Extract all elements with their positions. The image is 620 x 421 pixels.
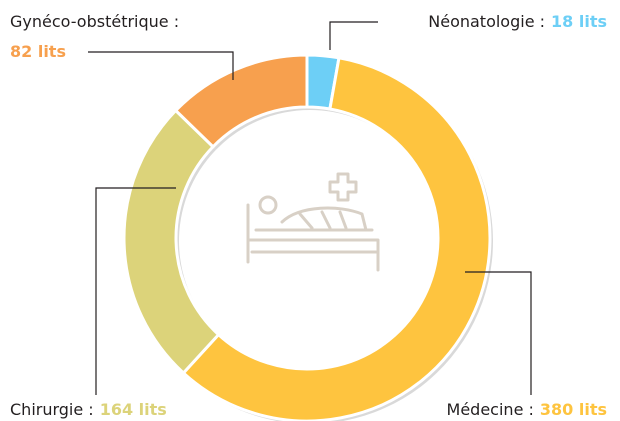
category-label: Médecine : (447, 400, 534, 419)
segment (122, 108, 221, 376)
segment (173, 53, 309, 149)
leader-line (88, 51, 234, 80)
segment-label: Chirurgie : 164 lits (10, 400, 167, 419)
value-label: 82 lits (10, 42, 66, 61)
leader-line (95, 187, 176, 395)
value-label: 164 lits (100, 400, 167, 419)
value-label: 18 lits (551, 12, 607, 31)
segment-label: Néonatologie : 18 lits (428, 12, 607, 31)
segment (181, 56, 492, 421)
category-label: Néonatologie : (428, 12, 545, 31)
leader-line (465, 271, 532, 395)
leader-line (329, 21, 378, 50)
value-label: 380 lits (540, 400, 607, 419)
segment-label: Gynéco-obstétrique : 82 lits (10, 12, 179, 61)
category-label: Chirurgie : (10, 400, 94, 419)
segment-label: Médecine : 380 lits (447, 400, 607, 419)
bed-icon (246, 172, 380, 272)
category-label: Gynéco-obstétrique : (10, 12, 179, 31)
